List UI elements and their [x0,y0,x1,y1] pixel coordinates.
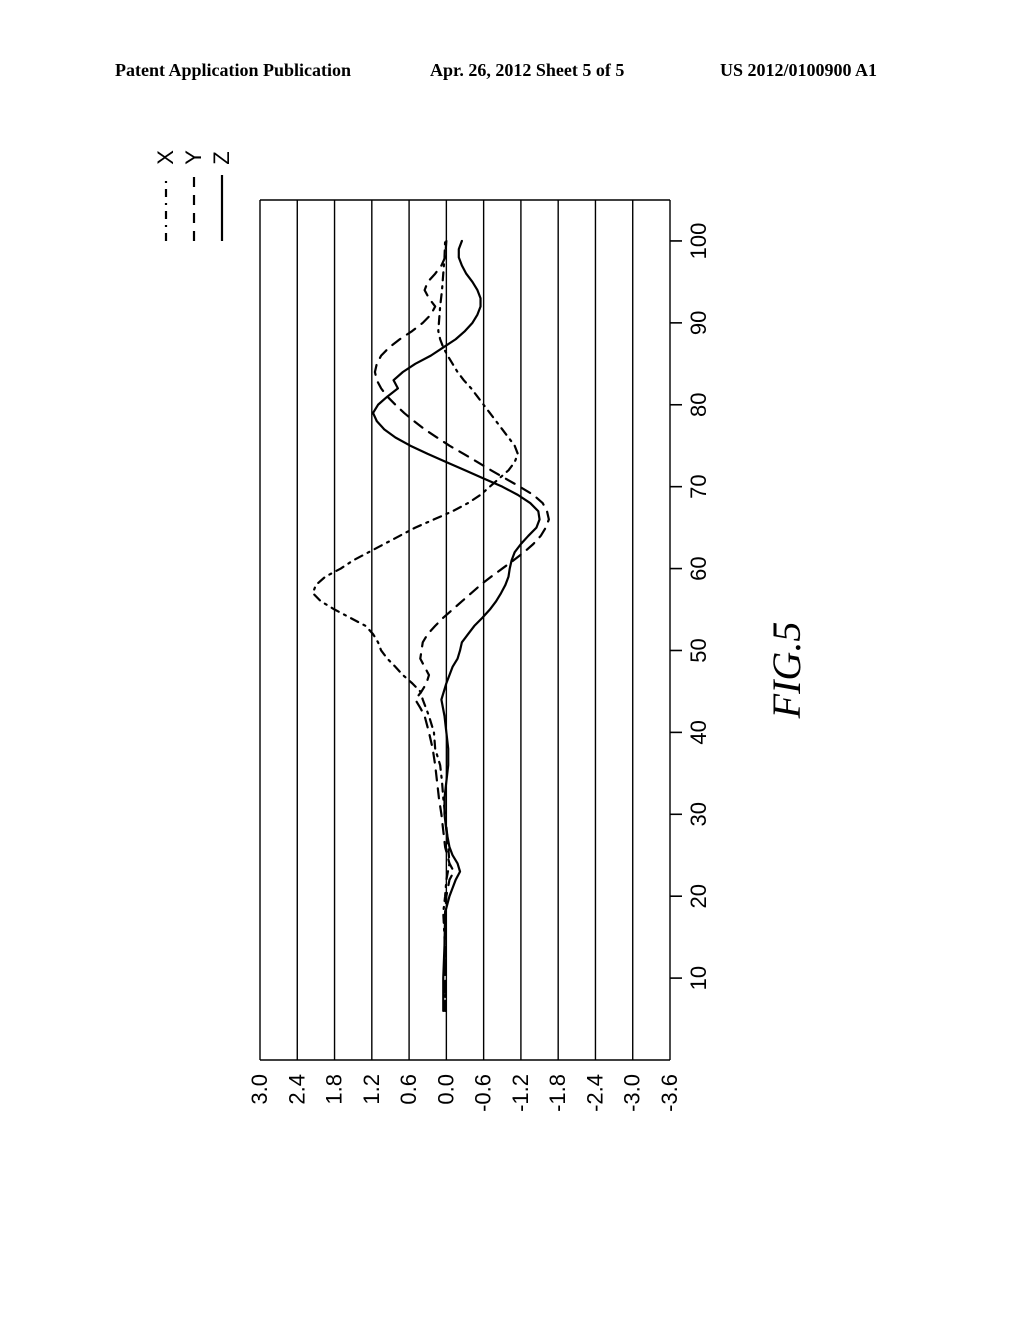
header-publication: Patent Application Publication [115,60,351,81]
svg-text:60: 60 [686,556,711,580]
svg-text:90: 90 [686,311,711,335]
legend-label-y: Y [181,150,207,165]
svg-text:1.8: 1.8 [322,1074,347,1105]
legend-item-y: Y [180,150,208,241]
legend-swatch-z [212,175,232,241]
header-date-sheet: Apr. 26, 2012 Sheet 5 of 5 [430,60,624,81]
svg-text:1.2: 1.2 [359,1074,384,1105]
legend-item-x: X [152,150,180,241]
svg-text:0.6: 0.6 [396,1074,421,1105]
svg-text:30: 30 [686,802,711,826]
svg-text:-3.6: -3.6 [657,1074,682,1112]
chart-container: X Y Z 3.02.41.81.20.60.0-0.6-1.2-1.8-2.4… [250,180,730,1160]
svg-text:-1.8: -1.8 [545,1074,570,1112]
svg-text:50: 50 [686,638,711,662]
svg-text:100: 100 [686,223,711,260]
legend-swatch-y [184,175,204,241]
svg-text:20: 20 [686,884,711,908]
svg-text:2.4: 2.4 [284,1074,309,1105]
svg-text:-1.2: -1.2 [508,1074,533,1112]
svg-text:40: 40 [686,720,711,744]
legend-swatch-x [156,175,176,241]
svg-text:0.0: 0.0 [433,1074,458,1105]
legend-label-z: Z [209,151,235,164]
header-doc-number: US 2012/0100900 A1 [720,60,877,81]
svg-text:3.0: 3.0 [250,1074,272,1105]
line-chart: 3.0 2.4 1.8 1.2 0.6 0.0 -0.6 -1.2 -1.8 -2.4 -3.0 -3… [250,180,730,1160]
svg-text:10: 10 [686,966,711,990]
svg-text:-0.6: -0.6 [471,1074,496,1112]
legend-item-z: Z [208,150,236,241]
svg-text:-3.0: -3.0 [620,1074,645,1112]
chart-legend: X Y Z [152,150,236,241]
figure-caption: FIG.5 [763,622,810,719]
legend-label-x: X [153,150,179,165]
svg-text:70: 70 [686,474,711,498]
rotated-figure-area: X Y Z 3.02.41.81.20.60.0-0.6-1.2-1.8-2.4… [0,260,1024,1080]
svg-text:-2.4: -2.4 [582,1074,607,1112]
svg-text:80: 80 [686,393,711,417]
